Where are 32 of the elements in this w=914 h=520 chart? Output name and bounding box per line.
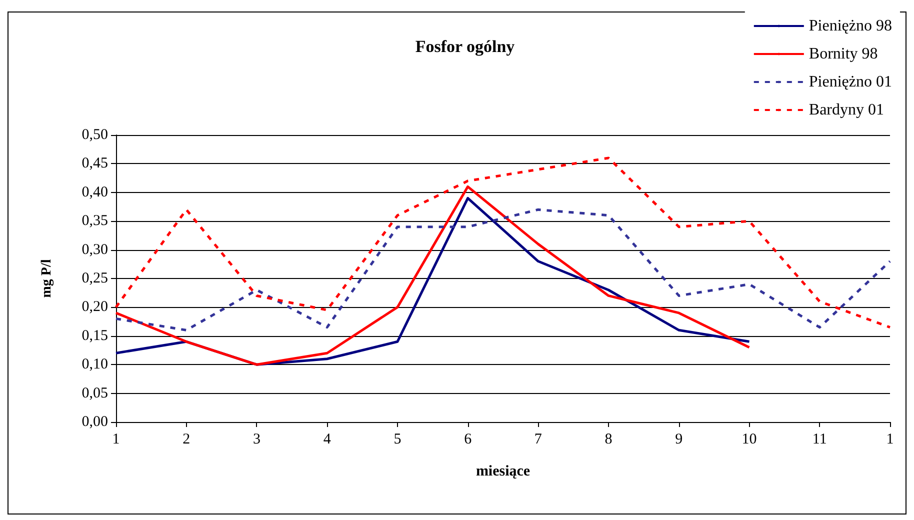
x-tick-label: 4	[323, 432, 332, 448]
x-tick-label: 3	[252, 432, 260, 448]
x-tick-label: 6	[464, 432, 472, 448]
x-tick-label: 2	[182, 432, 190, 448]
y-tick-label: 0,00	[82, 414, 108, 430]
x-tick-label: 9	[675, 432, 683, 448]
legend-label: Pieniężno 01	[808, 74, 892, 90]
x-tick-label: 11	[812, 432, 827, 448]
y-tick-label: 0,25	[82, 270, 108, 286]
y-axis-title: mg P/l	[40, 259, 54, 298]
y-tick-label: 0,10	[82, 356, 108, 373]
x-tick-label: 5	[394, 432, 402, 448]
x-tick-label: 1	[886, 432, 894, 448]
x-axis-title: miesiące	[476, 464, 530, 480]
y-tick-label: 0,35	[82, 213, 108, 230]
y-tick-label: 0,05	[82, 385, 108, 402]
line-series	[114, 156, 892, 329]
chart-title: Fosfor ogólny	[415, 37, 516, 56]
x-tick-label: 8	[604, 432, 612, 448]
line-series	[114, 208, 892, 332]
y-tick-label: 0,20	[82, 299, 108, 316]
y-tick-label: 0,15	[82, 328, 108, 344]
legend-label: Bornity 98	[808, 46, 878, 62]
x-tick-label: 7	[534, 432, 542, 448]
x-tick-label: 1	[112, 432, 120, 448]
y-tick-label: 0,45	[82, 156, 108, 172]
y-tick-label: 0,50	[82, 127, 108, 143]
x-tick-label: 10	[742, 432, 757, 448]
y-tick-label: 0,40	[82, 184, 108, 200]
legend-label: Pieniężno 98	[808, 18, 892, 34]
y-tick-label: 0,30	[82, 242, 108, 258]
legend-label: Bardyny 01	[808, 102, 884, 118]
